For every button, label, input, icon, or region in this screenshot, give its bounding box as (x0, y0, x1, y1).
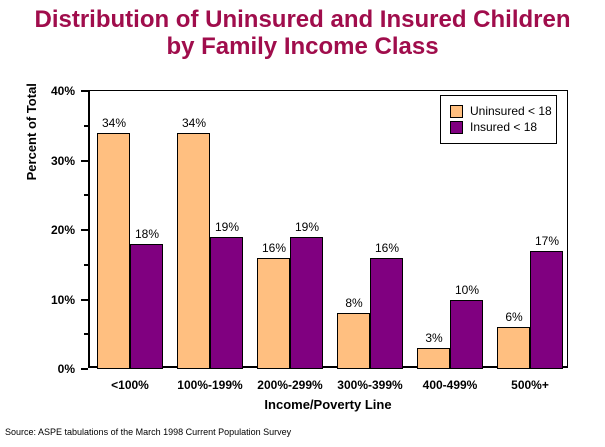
chart-title-line1: Distribution of Uninsured and Insured Ch… (34, 6, 571, 33)
source-note: Source: ASPE tabulations of the March 19… (5, 427, 292, 437)
x-category-label: <100% (111, 378, 149, 392)
bar-uninsured (97, 133, 130, 369)
bar-value-label: 16% (374, 241, 400, 255)
y-tick (81, 229, 88, 231)
bar-value-label: 6% (505, 310, 523, 324)
bar-value-label: 16% (261, 241, 287, 255)
y-tick-label: 0% (57, 362, 75, 376)
y-tick-label: 20% (50, 223, 75, 237)
bar-uninsured (177, 133, 210, 369)
x-category-label: 100%-199% (177, 378, 243, 392)
y-minor-tick (84, 194, 88, 196)
bar-insured (450, 300, 483, 369)
x-axis-title: Income/Poverty Line (264, 397, 392, 412)
bar-value-label: 19% (214, 220, 240, 234)
bar-insured (210, 237, 243, 369)
bar-uninsured (417, 348, 450, 369)
y-tick (81, 368, 88, 370)
legend-item: Uninsured < 18 (450, 104, 552, 118)
bar-value-label: 8% (345, 296, 363, 310)
legend-item: Insured < 18 (450, 120, 548, 134)
y-tick-label: 30% (50, 154, 75, 168)
chart-title-line2: by Family Income Class (166, 33, 439, 61)
bar-value-label: 10% (454, 283, 480, 297)
bar-insured (370, 258, 403, 369)
y-tick (81, 160, 88, 162)
bar-value-label: 18% (134, 227, 160, 241)
bar-insured (290, 237, 323, 369)
bar-value-label: 19% (294, 220, 320, 234)
plot-area: Uninsured < 18 Insured < 18 0% 10% 20% 30% 40… (51, 84, 568, 392)
chart-title: Distribution of Uninsured and Insured Ch… (0, 6, 605, 60)
uninsured-swatch-icon (450, 104, 463, 118)
bar-value-label: 17% (534, 234, 560, 248)
y-minor-tick (84, 264, 88, 266)
bar-value-label: 34% (181, 116, 207, 130)
y-tick (81, 299, 88, 301)
x-category-label: 400-499% (422, 378, 478, 392)
legend: Uninsured < 18 Insured < 18 (440, 95, 557, 144)
bar-uninsured (497, 327, 530, 369)
y-minor-tick (84, 125, 88, 127)
bar-value-label: 34% (101, 116, 127, 130)
x-category-label: 500%+ (511, 378, 549, 392)
y-tick-label: 40% (50, 84, 75, 98)
bar-uninsured (337, 313, 370, 369)
legend-label: Uninsured < 18 (470, 104, 552, 118)
bar-uninsured (257, 258, 290, 369)
bar-value-label: 3% (425, 331, 443, 345)
y-tick-label: 10% (50, 293, 75, 307)
insured-swatch-icon (450, 120, 463, 134)
y-tick (81, 90, 88, 92)
bar-insured (530, 251, 563, 369)
bar-insured (130, 244, 163, 369)
y-minor-tick (84, 333, 88, 335)
x-category-label: 200%-299% (257, 378, 323, 392)
x-category-label: 300%-399% (337, 378, 403, 392)
legend-label: Insured < 18 (470, 120, 538, 134)
